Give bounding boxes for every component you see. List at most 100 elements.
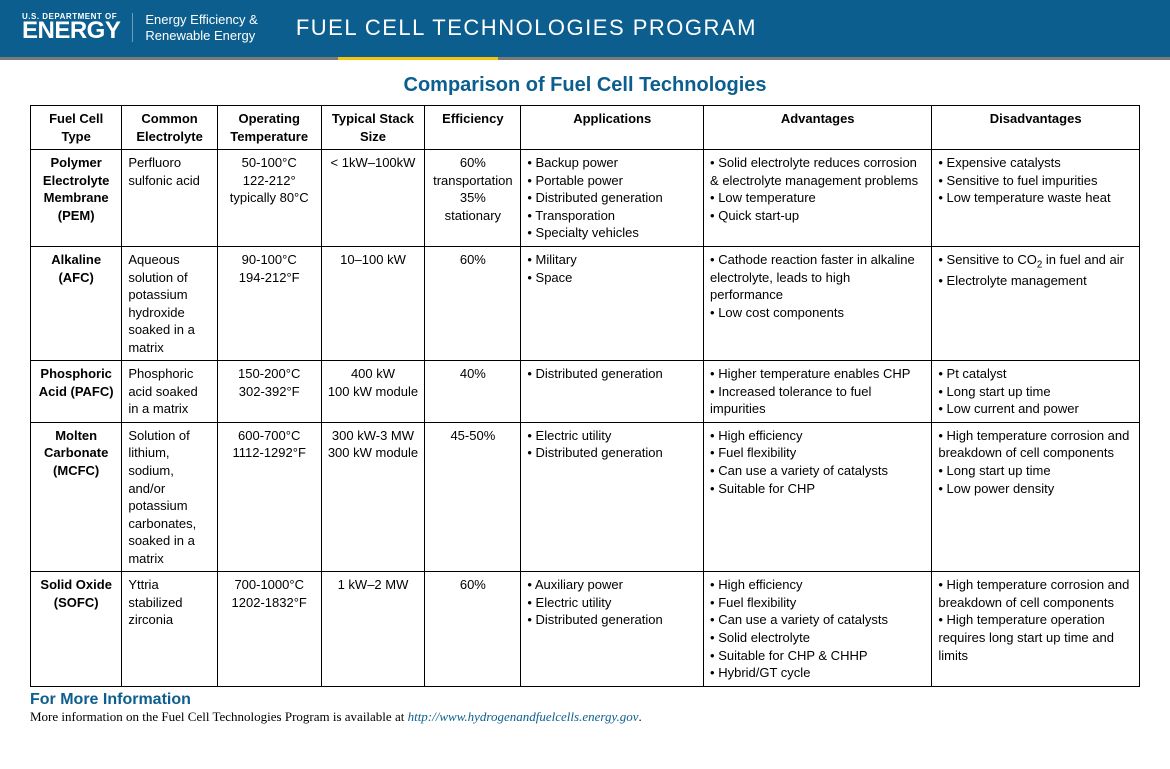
list-item: High efficiency <box>710 427 925 445</box>
table-row: Solid Oxide (SOFC)Yttria stabilized zirc… <box>31 572 1140 686</box>
cell-temperature: 90-100°C194-212°F <box>217 247 321 361</box>
content: Comparison of Fuel Cell Technologies Fue… <box>0 60 1170 736</box>
office-line1: Energy Efficiency & <box>145 12 257 28</box>
cell-advantages: Higher temperature enables CHPIncreased … <box>704 361 932 423</box>
cell-type: Solid Oxide (SOFC) <box>31 572 122 686</box>
cell-advantages: High efficiencyFuel flexibilityCan use a… <box>704 572 932 686</box>
cell-disadvantages: Expensive catalystsSensitive to fuel imp… <box>932 150 1140 247</box>
cell-temperature: 600-700°C1112-1292°F <box>217 422 321 571</box>
table-row: Alkaline (AFC)Aqueous solution of potass… <box>31 247 1140 361</box>
list-item: Low current and power <box>938 400 1133 418</box>
list-item: Backup power <box>527 154 697 172</box>
list-item: Low power density <box>938 480 1133 498</box>
cell-applications: Backup powerPortable powerDistributed ge… <box>521 150 704 247</box>
table-row: Molten Carbonate (MCFC)Solution of lithi… <box>31 422 1140 571</box>
col-temperature: Operating Temperature <box>217 106 321 150</box>
col-electrolyte: Common Electrolyte <box>122 106 217 150</box>
col-advantages: Advantages <box>704 106 932 150</box>
cell-stack: 400 kW100 kW module <box>321 361 425 423</box>
cell-disadvantages: Sensitive to CO2 in fuel and airElectrol… <box>932 247 1140 361</box>
list-item: Portable power <box>527 172 697 190</box>
cell-disadvantages: Pt catalystLong start up timeLow current… <box>932 361 1140 423</box>
col-applications: Applications <box>521 106 704 150</box>
list-item: Long start up time <box>938 383 1133 401</box>
cell-stack: 10–100 kW <box>321 247 425 361</box>
list-item: Suitable for CHP <box>710 480 925 498</box>
list-item: Solid electrolyte reduces corrosion & el… <box>710 154 925 189</box>
list-item: Sensitive to fuel impurities <box>938 172 1133 190</box>
list-item: Can use a variety of catalysts <box>710 611 925 629</box>
office-line2: Renewable Energy <box>145 28 257 44</box>
cell-applications: Distributed generation <box>521 361 704 423</box>
col-efficiency: Efficiency <box>425 106 521 150</box>
cell-type: Molten Carbonate (MCFC) <box>31 422 122 571</box>
list-item: Electric utility <box>527 427 697 445</box>
list-item: Suitable for CHP & CHHP <box>710 647 925 665</box>
cell-advantages: Solid electrolyte reduces corrosion & el… <box>704 150 932 247</box>
list-item: Quick start-up <box>710 207 925 225</box>
list-item: Specialty vehicles <box>527 224 697 242</box>
list-item: Cathode reaction faster in alkaline elec… <box>710 251 925 304</box>
list-item: Distributed generation <box>527 365 697 383</box>
list-item: Space <box>527 269 697 287</box>
list-item: Low temperature <box>710 189 925 207</box>
list-item: Hybrid/GT cycle <box>710 664 925 682</box>
list-item: Low temperature waste heat <box>938 189 1133 207</box>
logo-office: Energy Efficiency & Renewable Energy <box>145 12 257 43</box>
cell-efficiency: 45-50% <box>425 422 521 571</box>
cell-applications: Electric utilityDistributed generation <box>521 422 704 571</box>
cell-efficiency: 60% transportation35% stationary <box>425 150 521 247</box>
list-item: High efficiency <box>710 576 925 594</box>
list-item: Distributed generation <box>527 444 697 462</box>
table-row: Polymer Electrolyte Membrane (PEM)Perflu… <box>31 150 1140 247</box>
list-item: Electric utility <box>527 594 697 612</box>
list-item: Military <box>527 251 697 269</box>
cell-stack: 1 kW–2 MW <box>321 572 425 686</box>
program-title: FUEL CELL TECHNOLOGIES PROGRAM <box>296 15 757 41</box>
footer-suffix: . <box>639 709 642 724</box>
cell-advantages: Cathode reaction faster in alkaline elec… <box>704 247 932 361</box>
dept-big: ENERGY <box>22 20 120 42</box>
table-header-row: Fuel Cell Type Common Electrolyte Operat… <box>31 106 1140 150</box>
list-item: High temperature operation requires long… <box>938 611 1133 664</box>
list-item: High temperature corrosion and breakdown… <box>938 576 1133 611</box>
list-item: Can use a variety of catalysts <box>710 462 925 480</box>
cell-electrolyte: Solution of lithium, sodium, and/or pota… <box>122 422 217 571</box>
cell-type: Alkaline (AFC) <box>31 247 122 361</box>
cell-temperature: 50-100°C122-212°typically 80°C <box>217 150 321 247</box>
cell-efficiency: 60% <box>425 247 521 361</box>
list-item: Solid electrolyte <box>710 629 925 647</box>
list-item: Electrolyte management <box>938 272 1133 290</box>
logo-energy: U.S. DEPARTMENT OF ENERGY <box>22 13 133 42</box>
list-item: Pt catalyst <box>938 365 1133 383</box>
table-title: Comparison of Fuel Cell Technologies <box>30 74 1140 97</box>
cell-applications: MilitarySpace <box>521 247 704 361</box>
page-header: U.S. DEPARTMENT OF ENERGY Energy Efficie… <box>0 0 1170 60</box>
list-item: Sensitive to CO2 in fuel and air <box>938 251 1133 272</box>
list-item: Increased tolerance to fuel impurities <box>710 383 925 418</box>
footer-link[interactable]: http://www.hydrogenandfuelcells.energy.g… <box>408 709 639 724</box>
col-type: Fuel Cell Type <box>31 106 122 150</box>
list-item: Distributed generation <box>527 189 697 207</box>
cell-stack: 300 kW-3 MW300 kW module <box>321 422 425 571</box>
list-item: Transporation <box>527 207 697 225</box>
cell-temperature: 700-1000°C1202-1832°F <box>217 572 321 686</box>
cell-efficiency: 40% <box>425 361 521 423</box>
list-item: Fuel flexibility <box>710 444 925 462</box>
footer-heading: For More Information <box>30 691 1140 709</box>
col-disadvantages: Disadvantages <box>932 106 1140 150</box>
cell-disadvantages: High temperature corrosion and breakdown… <box>932 422 1140 571</box>
list-item: Low cost components <box>710 304 925 322</box>
cell-electrolyte: Phosphoric acid soaked in a matrix <box>122 361 217 423</box>
list-item: High temperature corrosion and breakdown… <box>938 427 1133 462</box>
doe-logo: U.S. DEPARTMENT OF ENERGY Energy Efficie… <box>22 12 258 43</box>
list-item: Distributed generation <box>527 611 697 629</box>
table-body: Polymer Electrolyte Membrane (PEM)Perflu… <box>31 150 1140 686</box>
cell-stack: < 1kW–100kW <box>321 150 425 247</box>
footer-prefix: More information on the Fuel Cell Techno… <box>30 709 408 724</box>
col-stack-size: Typical Stack Size <box>321 106 425 150</box>
list-item: Long start up time <box>938 462 1133 480</box>
list-item: Expensive catalysts <box>938 154 1133 172</box>
cell-applications: Auxiliary powerElectric utilityDistribut… <box>521 572 704 686</box>
footer-text: More information on the Fuel Cell Techno… <box>30 709 1140 725</box>
